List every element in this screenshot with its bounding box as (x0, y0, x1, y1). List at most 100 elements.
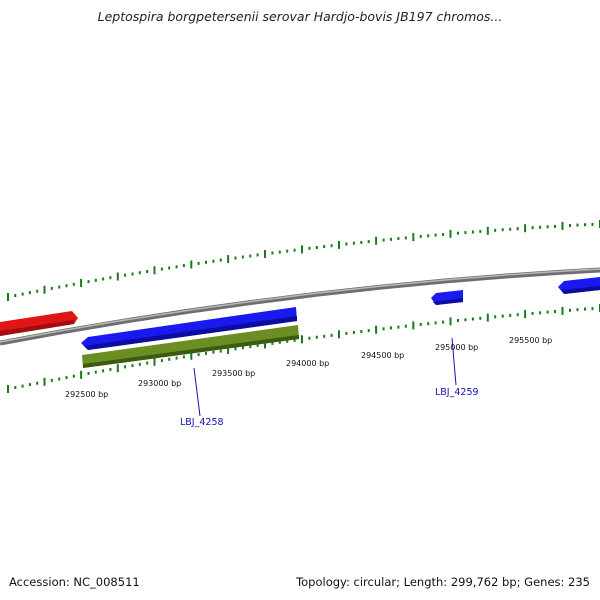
outer-scale-minor-tick (345, 242, 348, 246)
inner-scale-minor-tick (14, 386, 17, 389)
inner-scale-minor-tick (591, 307, 594, 311)
scale-label: 295000 bp (435, 343, 478, 352)
outer-scale-minor-tick (205, 260, 207, 264)
outer-scale-minor-tick (397, 237, 400, 241)
outer-scale-minor-tick (138, 271, 141, 275)
inner-scale-major-tick (153, 357, 156, 366)
outer-scale-major-tick (153, 266, 156, 275)
inner-scale-minor-tick (390, 326, 392, 330)
outer-scale-minor-tick (249, 254, 252, 258)
gene-label-leader-lbj-4258 (193, 367, 201, 417)
inner-scale-major-tick (524, 310, 527, 319)
inner-scale-minor-tick (554, 310, 556, 313)
outer-scale-minor-tick (591, 222, 594, 226)
outer-scale-minor-tick (308, 246, 311, 250)
inner-scale-major-tick (486, 313, 489, 322)
inner-scale-minor-tick (546, 310, 549, 314)
inner-scale-major-tick (80, 370, 83, 379)
inner-scale-minor-tick (539, 311, 542, 315)
inner-scale-major-tick (116, 364, 119, 373)
inner-scale-minor-tick (531, 311, 534, 315)
inner-scale-minor-tick (72, 374, 75, 378)
gene-arrow-lbj-4259-shade (433, 298, 463, 305)
inner-scale-minor-tick (471, 317, 474, 321)
outer-scale-minor-tick (442, 233, 445, 236)
inner-scale-minor-tick (367, 329, 370, 333)
inner-tick-ring (7, 304, 600, 393)
outer-scale-minor-tick (219, 258, 222, 262)
inner-scale-minor-tick (494, 315, 497, 319)
outer-scale-minor-tick (330, 244, 333, 248)
inner-scale-minor-tick (427, 322, 430, 326)
outer-scale-minor-tick (367, 240, 370, 244)
inner-scale-minor-tick (382, 327, 385, 331)
inner-scale-minor-tick (360, 330, 363, 333)
inner-scale-minor-tick (160, 359, 163, 363)
inner-scale-major-tick (449, 317, 452, 326)
outer-scale-minor-tick (28, 291, 31, 295)
inner-scale-minor-tick (50, 378, 53, 382)
outer-scale-minor-tick (494, 228, 497, 232)
inner-scale-major-tick (7, 385, 9, 393)
gene-label-lbj-4259[interactable]: LBJ_4259 (435, 387, 479, 398)
scale-label: 294000 bp (286, 359, 329, 368)
inner-scale-minor-tick (94, 370, 97, 374)
outer-scale-minor-tick (65, 284, 68, 288)
outer-tick-ring (7, 220, 600, 301)
topology-summary-text: Topology: circular; Length: 299,762 bp; … (296, 575, 590, 589)
outer-scale-major-tick (7, 293, 9, 301)
inner-scale-minor-tick (419, 323, 422, 326)
outer-scale-minor-tick (464, 231, 467, 235)
scale-label: 293000 bp (138, 379, 181, 388)
inner-scale-minor-tick (286, 339, 289, 343)
outer-scale-minor-tick (160, 267, 163, 271)
outer-scale-major-tick (338, 240, 340, 249)
inner-scale-minor-tick (323, 334, 326, 338)
inner-scale-minor-tick (352, 330, 355, 334)
inner-scale-minor-tick (234, 347, 237, 351)
gene-arrow-lbj-4258-shade (84, 316, 297, 350)
outer-scale-minor-tick (14, 294, 17, 297)
inner-scale-minor-tick (21, 384, 24, 388)
reverse-gene-arrow-shade (0, 320, 74, 336)
outer-scale-minor-tick (554, 224, 556, 228)
inner-scale-minor-tick (434, 321, 437, 325)
outer-scale-minor-tick (576, 223, 579, 227)
outer-scale-minor-tick (509, 227, 512, 231)
outer-scale-major-tick (412, 233, 415, 242)
outer-scale-minor-tick (516, 227, 519, 231)
inner-scale-minor-tick (87, 372, 90, 375)
scale-label: 295500 bp (509, 336, 552, 345)
outer-scale-minor-tick (58, 285, 61, 289)
scale-label: 294500 bp (361, 351, 404, 360)
inner-scale-minor-tick (569, 308, 571, 312)
inner-scale-major-tick (375, 325, 378, 334)
outer-scale-minor-tick (197, 261, 200, 265)
inner-scale-minor-tick (249, 345, 252, 349)
inner-scale-minor-tick (212, 350, 215, 354)
inner-scale-minor-tick (58, 377, 61, 381)
outer-scale-minor-tick (94, 278, 97, 282)
inner-scale-minor-tick (293, 338, 296, 342)
outer-scale-minor-tick (419, 234, 422, 238)
outer-scale-minor-tick (323, 245, 326, 249)
inner-scale-minor-tick (219, 349, 222, 353)
outer-scale-minor-tick (479, 229, 482, 233)
inner-scale-minor-tick (345, 331, 348, 335)
accession-text: Accession: NC_008511 (9, 575, 140, 589)
genome-backbone-highlight (0, 268, 600, 343)
outer-scale-minor-tick (109, 276, 112, 280)
inner-scale-minor-tick (308, 336, 311, 340)
outer-scale-minor-tick (286, 249, 289, 253)
gene-label-lbj-4258[interactable]: LBJ_4258 (180, 417, 224, 428)
inner-scale-minor-tick (102, 369, 105, 373)
inner-scale-minor-tick (315, 335, 318, 339)
outer-scale-minor-tick (382, 238, 385, 242)
inner-scale-major-tick (561, 306, 564, 315)
inner-scale-major-tick (43, 377, 46, 386)
inner-scale-minor-tick (241, 346, 244, 350)
gene-label-leader-lbj-4259 (451, 337, 457, 386)
inner-scale-minor-tick (330, 333, 333, 337)
inner-scale-minor-tick (182, 355, 185, 359)
inner-scale-major-tick (227, 346, 230, 354)
